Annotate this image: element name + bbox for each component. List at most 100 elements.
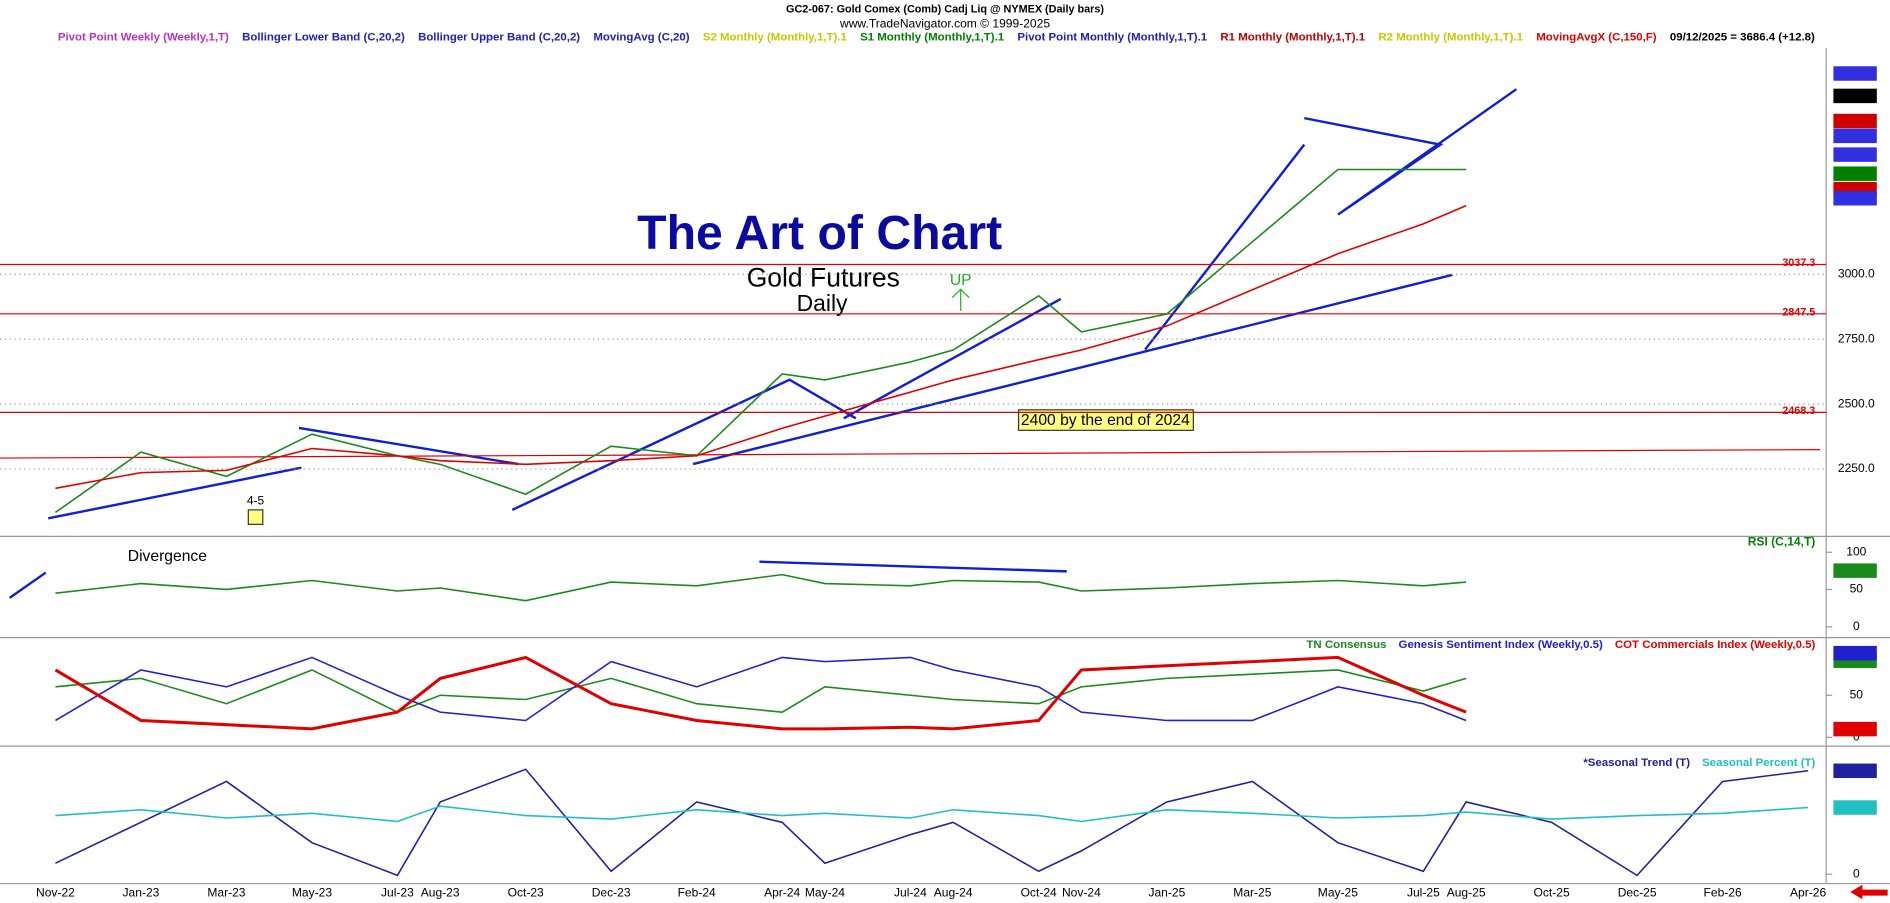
trend-line <box>759 560 1067 573</box>
series-line <box>55 573 1467 602</box>
x-tick-label: Jul-25 <box>1407 885 1440 899</box>
value-box <box>1833 113 1877 129</box>
series-legend: Genesis Sentiment Index (Weekly,0.5) <box>1399 639 1603 651</box>
y-tick-label: 2500.0 <box>1838 396 1875 410</box>
trend-line <box>47 466 302 520</box>
series-line <box>55 204 1467 490</box>
value-box <box>1833 88 1877 104</box>
level-label: 2847.5 <box>1782 306 1815 318</box>
main-title: The Art of Chart <box>637 206 1002 260</box>
legend-entry: R2 Monthly (Monthly,1,T).1 <box>1378 31 1523 43</box>
y-tick-label: 0 <box>1853 866 1860 880</box>
value-box <box>1833 147 1877 162</box>
level-label: 2468.3 <box>1782 405 1815 417</box>
support-line <box>0 449 1821 459</box>
series-line <box>55 768 1809 877</box>
series-line <box>55 805 1809 823</box>
x-tick-label: Mar-23 <box>207 885 245 899</box>
value-box <box>1833 645 1877 661</box>
trend-line <box>298 426 519 466</box>
series-line <box>55 656 1467 722</box>
x-tick-label: Jul-23 <box>381 885 414 899</box>
y-tick-label: 0 <box>1853 619 1860 633</box>
x-tick-label: Mar-25 <box>1233 885 1271 899</box>
scroll-arrow <box>1850 884 1888 900</box>
value-box <box>1833 166 1877 181</box>
subtitle: Gold Futures <box>747 263 900 293</box>
series-legend: *Seasonal Trend (T) <box>1583 757 1690 769</box>
x-tick-label: Apr-26 <box>1790 885 1826 899</box>
y-tick-label: 100 <box>1846 544 1866 558</box>
y-tick-label: 50 <box>1850 582 1864 596</box>
series-line <box>55 669 1467 714</box>
x-tick-label: Aug-24 <box>934 885 973 899</box>
x-tick-label: Oct-25 <box>1534 885 1570 899</box>
legend-entry: S1 Monthly (Monthly,1,T).1 <box>860 31 1005 43</box>
trend-line <box>843 297 1062 420</box>
x-tick-label: Feb-24 <box>678 885 716 899</box>
trend-line <box>1144 143 1306 351</box>
legend-entry: Bollinger Lower Band (C,20,2) <box>242 31 405 43</box>
y-tick-label: 50 <box>1850 687 1864 701</box>
legend-entry: Bollinger Upper Band (C,20,2) <box>418 31 580 43</box>
up-arrow <box>951 288 970 311</box>
trend-line <box>8 571 47 599</box>
trend-line <box>692 273 1453 466</box>
y-tick-label: 0 <box>1853 730 1860 744</box>
x-tick-label: Dec-25 <box>1618 885 1657 899</box>
trend-line <box>1304 88 1518 216</box>
annotation: Divergence <box>128 548 207 565</box>
x-tick-label: May-25 <box>1318 885 1358 899</box>
value-box <box>1833 563 1877 578</box>
y-tick-label: 3000.0 <box>1838 266 1875 280</box>
series-line <box>54 168 1467 514</box>
y-tick-label: 2750.0 <box>1838 331 1875 345</box>
legend-entry: S2 Monthly (Monthly,1,T).1 <box>703 31 848 43</box>
header-subtitle: www.TradeNavigator.com © 1999-2025 <box>839 16 1050 30</box>
x-tick-label: Jul-24 <box>894 885 927 899</box>
legend-entry: R1 Monthly (Monthly,1,T).1 <box>1220 31 1365 43</box>
x-tick-label: Nov-24 <box>1062 885 1101 899</box>
x-tick-label: Aug-25 <box>1447 885 1486 899</box>
trend-lines <box>8 88 1518 599</box>
x-tick-label: May-23 <box>292 885 332 899</box>
panel-title: RSI (C,14,T) <box>1748 535 1816 549</box>
panel-borders <box>0 48 1890 885</box>
annotation: Daily <box>797 290 848 316</box>
legend-entry: Pivot Point Monthly (Monthly,1,T).1 <box>1017 31 1207 43</box>
legend-entry: 09/12/2025 = 3686.4 (+12.8) <box>1670 31 1815 43</box>
legend-entry: Pivot Point Weekly (Weekly,1,T) <box>58 31 229 43</box>
x-tick-label: Nov-22 <box>36 885 75 899</box>
annotation-box <box>247 509 264 525</box>
value-box <box>1833 763 1877 779</box>
series-line <box>54 655 1467 731</box>
series-legend: COT Commercials Index (Weekly,0.5) <box>1615 639 1816 651</box>
series-legend: Seasonal Percent (T) <box>1702 757 1815 769</box>
x-tick-label: Apr-24 <box>764 885 800 899</box>
annotation: 2400 by the end of 2024 <box>1021 412 1190 429</box>
x-tick-label: Jan-25 <box>1148 885 1185 899</box>
x-tick-label: Dec-23 <box>592 885 631 899</box>
trend-line <box>511 378 857 511</box>
annotation-box <box>1017 409 1194 431</box>
x-tick-label: Oct-23 <box>508 885 544 899</box>
annotation: 4-5 <box>247 494 265 508</box>
level-label: 3037.3 <box>1782 257 1815 269</box>
x-tick-label: Jan-23 <box>123 885 160 899</box>
value-box <box>1833 66 1877 81</box>
value-box <box>1833 721 1877 737</box>
value-box <box>1833 128 1877 144</box>
value-box <box>1833 191 1877 206</box>
x-tick-label: Feb-26 <box>1704 885 1742 899</box>
annotation: UP <box>950 272 972 289</box>
legend-entry: MovingAvgX (C,150,F) <box>1536 31 1657 43</box>
value-box <box>1833 800 1877 815</box>
x-tick-label: May-24 <box>805 885 845 899</box>
header-title: GC2-067: Gold Comex (Comb) Cadj Liq @ NY… <box>786 4 1104 16</box>
legend-entry: MovingAvg (C,20) <box>593 31 689 43</box>
